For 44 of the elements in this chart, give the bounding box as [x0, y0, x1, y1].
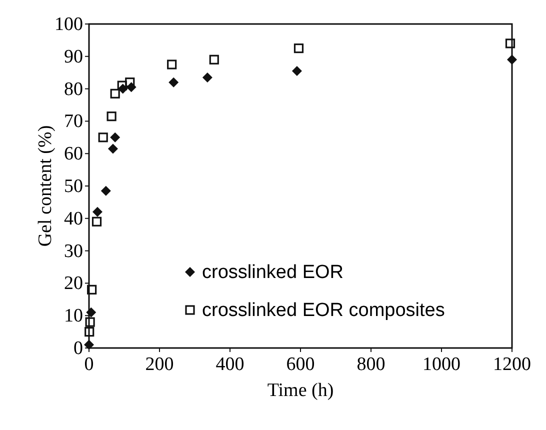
point: [92, 216, 102, 226]
point: [85, 317, 95, 327]
point: [507, 54, 517, 65]
point: [98, 132, 108, 142]
y-tick-label: 50: [64, 176, 83, 197]
y-tick-label: 0: [74, 338, 83, 359]
y-tick-label: 40: [64, 208, 83, 230]
x-axis-title: Time (h): [267, 380, 334, 401]
point: [87, 284, 97, 294]
point: [108, 144, 118, 154]
point: [168, 77, 179, 88]
x-tick-label: 1200: [493, 354, 531, 375]
y-tick-label: 70: [64, 111, 83, 132]
point: [86, 307, 96, 318]
y-tick-label: 90: [64, 46, 83, 68]
y-tick-label: 30: [64, 240, 83, 262]
point: [110, 88, 120, 98]
y-tick-label: 80: [64, 78, 83, 100]
legend-label: crosslinked EOR: [202, 262, 344, 283]
x-tick-label: 800: [356, 354, 386, 375]
point: [117, 80, 127, 90]
x-tick-label: 400: [216, 354, 244, 375]
point: [84, 340, 94, 350]
point: [202, 72, 212, 82]
point: [505, 38, 516, 48]
point: [125, 78, 135, 88]
y-axis-title: Gel content (%): [35, 125, 56, 247]
y-tick-label: 20: [64, 273, 83, 294]
point: [167, 60, 177, 70]
point: [100, 186, 111, 196]
point: [110, 132, 120, 142]
y-tick-label: 100: [54, 14, 83, 35]
x-tick-label: 1000: [422, 354, 460, 375]
point: [84, 327, 94, 337]
point: [209, 54, 219, 64]
point: [292, 66, 302, 76]
y-tick-label: 60: [64, 144, 83, 165]
legend-label: crosslinked EOR composites: [202, 300, 445, 321]
y-tick-label: 10: [64, 306, 83, 327]
x-tick-label: 200: [145, 354, 174, 375]
x-tick-label: 600: [286, 354, 315, 375]
point: [294, 44, 304, 54]
point: [92, 206, 102, 217]
point: [106, 112, 116, 122]
